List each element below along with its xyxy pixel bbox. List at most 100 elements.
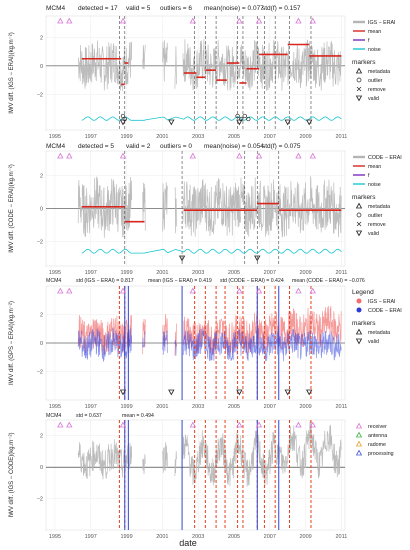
panel-1: 1995 1997 1999 2001 2003 2005 2007 2009 2011 −2 0 2…: [9, 5, 396, 140]
x-tick-label: 1997: [85, 134, 97, 140]
x-tick-label: 2003: [192, 534, 204, 540]
x-tick-label: 2007: [264, 270, 276, 276]
metadata-marker: [189, 152, 196, 159]
header-outliers: outliers = 0: [160, 143, 192, 150]
noise-line: [81, 248, 342, 254]
legend-marker-label: antenna: [368, 433, 387, 439]
x-tick-label: 2001: [156, 534, 168, 540]
legend-marker-symbol: [355, 422, 363, 429]
x-tick-label: 2009: [299, 134, 311, 140]
metadata-marker: [236, 152, 243, 159]
legend-item: noise: [368, 182, 381, 188]
legend-swatch: [356, 307, 362, 313]
legend-marker-symbol: [355, 449, 363, 456]
legend-item: IGS − ERAI: [368, 20, 396, 26]
x-tick-label: 2003: [192, 134, 204, 140]
metadata-marker: [236, 17, 243, 24]
header-outliers: outliers = 6: [160, 5, 192, 12]
valid-marker: [168, 119, 175, 126]
header-station: MCM4: [46, 413, 61, 419]
metadata-marker: [255, 421, 263, 428]
y-tick-label: 0: [40, 465, 43, 471]
y-tick-label: −2: [37, 497, 43, 503]
panels: 1995 1997 1999 2001 2003 2005 2007 2009 2011 −2 0 2…: [9, 5, 402, 540]
legend-marker-symbol: [355, 431, 363, 438]
legend-item: CODE − ERAI: [368, 308, 402, 314]
legend-marker-label: remove: [368, 87, 386, 93]
series-code-erai: [77, 327, 342, 362]
y-axis-label: IWV diff. (IGS − ERAI)(kg.m⁻²): [9, 32, 15, 114]
x-tick-label: 1995: [49, 404, 61, 410]
x-tick-label: 2011: [336, 134, 348, 140]
legend-item: mean: [368, 164, 381, 170]
metadata-marker: [295, 152, 302, 159]
panel-4: 1995 1997 1999 2001 2003 2005 2007 2009 2011 −2 0 2…: [9, 413, 394, 540]
outlier-marker: [235, 113, 240, 119]
legend-markers-title: markers: [352, 320, 376, 327]
legend-marker-label: metadata: [368, 69, 390, 75]
header-s2: mean (IGS − ERAI) = 0.419: [148, 278, 212, 284]
metadata-marker: [309, 287, 316, 294]
metadata-marker: [66, 287, 73, 294]
legend-item: f: [368, 38, 370, 44]
legend-marker-label: outlier: [368, 78, 383, 84]
x-tick-label: 1997: [85, 534, 97, 540]
y-tick-label: 2: [40, 174, 43, 180]
header-valid: valid = 5: [126, 5, 151, 12]
metadata-marker: [119, 287, 127, 294]
header-station: MCM4: [46, 5, 66, 12]
metadata-marker: [57, 287, 64, 294]
x-tick-label: 1999: [120, 534, 132, 540]
header-std: std(f) = 0.157: [262, 5, 301, 12]
header-station: MCM4: [46, 278, 61, 284]
metadata-marker: [119, 152, 127, 159]
x-tick-label: 2009: [299, 270, 311, 276]
metadata-marker: [236, 287, 243, 294]
x-tick-label: 1995: [49, 270, 61, 276]
legend-marker-symbol: [356, 86, 362, 92]
header-std: std(f) = 0.075: [262, 143, 301, 150]
valid-marker: [254, 255, 261, 262]
legend-swatch: [356, 298, 362, 304]
x-tick-label: 1999: [120, 270, 132, 276]
header-detected: detected = 17: [78, 5, 118, 12]
y-axis-label: IWV diff. (IGS − CODE)(kg.m⁻²): [9, 433, 15, 518]
y-axis-label: IWV diff. (GPS − ERAI)(kg.m⁻²): [9, 301, 15, 385]
x-tick-label: 2009: [299, 404, 311, 410]
x-tick-label: 1995: [49, 134, 61, 140]
legend-marker-label: metadata: [368, 330, 390, 336]
metadata-marker: [119, 17, 127, 24]
x-tick-label: 2003: [192, 270, 204, 276]
valid-marker: [119, 389, 127, 396]
legend-marker-symbol: [355, 67, 363, 74]
metadata-marker: [189, 421, 196, 428]
legend-markers-title: markers: [352, 194, 376, 201]
valid-marker: [284, 119, 291, 126]
x-tick-label: 2001: [156, 134, 168, 140]
metadata-marker: [189, 17, 196, 24]
header-s1: std = 0.637: [76, 413, 102, 419]
header-noise: mean(noise) = 0.077: [204, 5, 264, 12]
x-axis-label: date: [179, 538, 197, 548]
valid-marker: [178, 255, 186, 262]
metadata-marker: [295, 17, 302, 24]
header-s2: mean = 0.494: [122, 413, 154, 419]
y-tick-label: 2: [40, 313, 43, 319]
metadata-marker: [295, 421, 302, 428]
legend-marker-symbol: [355, 338, 363, 345]
valid-marker: [284, 389, 291, 396]
legend-marker-symbol: [355, 202, 363, 209]
legend-item: IGS − ERAI: [368, 299, 396, 305]
metadata-marker: [236, 421, 243, 428]
panel-3: 1995 1997 1999 2001 2003 2005 2007 2009 2011 −2 0 2…: [9, 278, 402, 410]
valid-marker: [236, 119, 243, 126]
panel-2: 1995 1997 1999 2001 2003 2005 2007 2009 2011 −2 0 2…: [9, 143, 402, 276]
metadata-marker: [255, 17, 263, 24]
y-tick-label: 0: [40, 64, 43, 70]
metadata-marker: [119, 421, 127, 428]
legend-marker-symbol: [356, 221, 362, 227]
series-raw: [77, 176, 342, 238]
y-axis-label: IWV diff. (CODE − ERAI)(kg.m⁻²): [9, 164, 15, 253]
outlier-marker: [242, 113, 247, 119]
x-tick-label: 2007: [264, 134, 276, 140]
